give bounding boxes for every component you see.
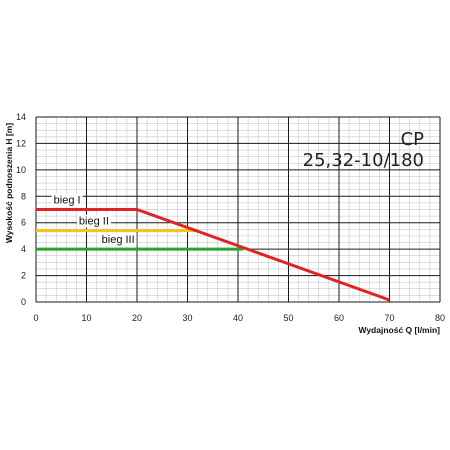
y-tick-label: 10	[16, 165, 26, 175]
x-tick-label: 50	[283, 313, 293, 323]
series-labels: bieg I bieg II bieg III	[51, 193, 137, 247]
y-tick-labels: 0 2 4 6 8 10 12 14	[16, 112, 26, 307]
major-grid	[35, 116, 441, 303]
series-label-bg	[76, 214, 111, 228]
series-label: bieg III	[102, 234, 135, 246]
series-lines	[36, 208, 391, 302]
x-tick-label: 60	[334, 313, 344, 323]
x-tick-label: 70	[384, 313, 394, 323]
y-tick-label: 12	[16, 138, 26, 148]
x-tick-labels: 0 10 20 30 40 50 60 70 80	[33, 313, 445, 323]
chart-subtitle: 25,32-10/180	[303, 150, 424, 171]
x-tick-label: 0	[33, 313, 38, 323]
x-tick-label: 80	[435, 313, 445, 323]
x-tick-label: 40	[233, 313, 243, 323]
series-label: bieg I	[54, 195, 81, 207]
y-tick-label: 6	[21, 218, 26, 228]
x-tick-label: 10	[81, 313, 91, 323]
x-axis-label: Wydajność Q [l/min]	[358, 325, 440, 335]
y-tick-label: 8	[21, 191, 26, 201]
chart-title: CP	[401, 129, 425, 150]
y-tick-label: 4	[21, 244, 26, 254]
series-label-bg	[99, 233, 137, 247]
series-line	[36, 208, 391, 302]
y-axis-label: Wysokość podnoszenia H [m]	[4, 123, 14, 243]
x-tick-label: 20	[132, 313, 142, 323]
series-label: bieg II	[79, 216, 109, 228]
y-tick-label: 2	[21, 271, 26, 281]
y-tick-label: 14	[16, 112, 26, 122]
series-label-bg	[51, 193, 83, 207]
x-tick-label: 30	[182, 313, 192, 323]
y-tick-label: 0	[21, 297, 26, 307]
